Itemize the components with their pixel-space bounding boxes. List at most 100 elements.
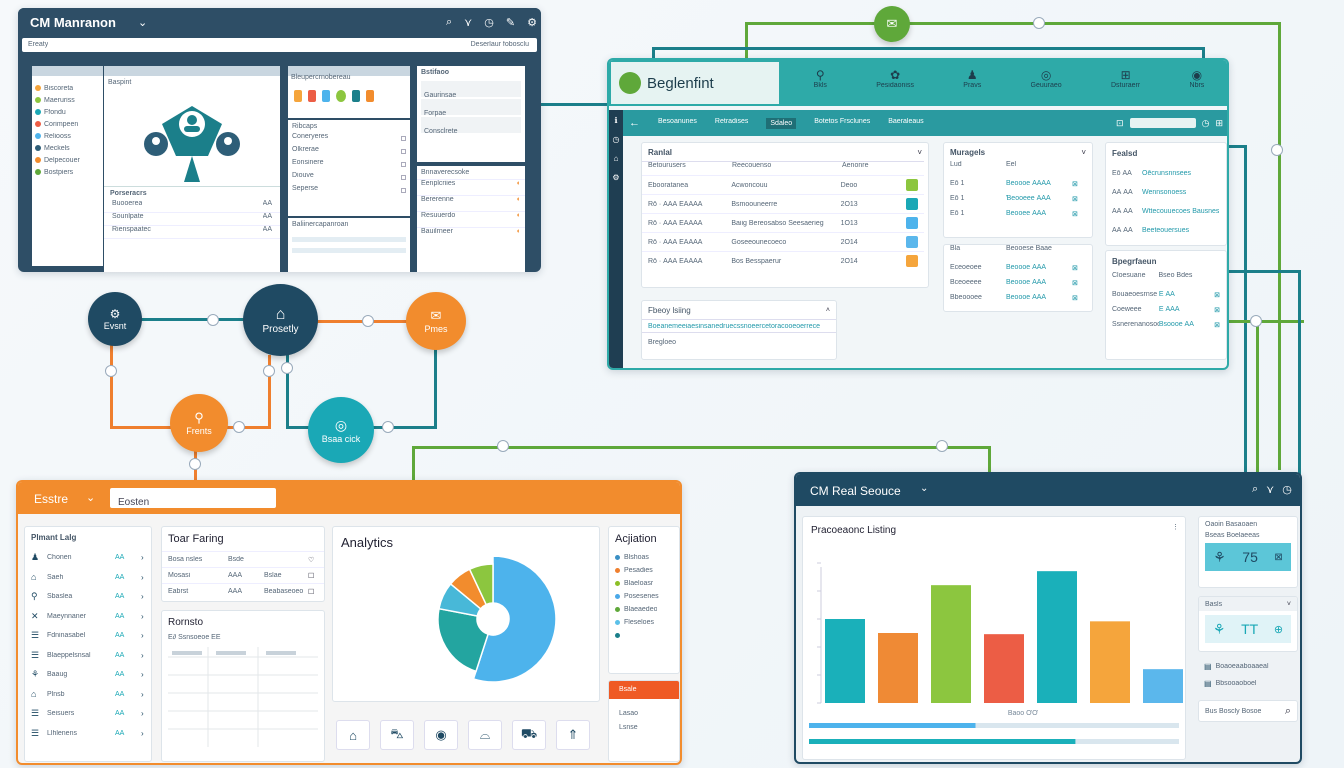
main-table-row[interactable]: Rō · ĀĀĀ ÉĀĀĀĀ Bos Besspaerur 2Ō14 <box>642 251 924 270</box>
row-status-icon[interactable] <box>906 255 918 267</box>
far-right-low-row[interactable]: Bererenne ◐ <box>417 195 525 211</box>
right-mid-row[interactable]: Olkrerae <box>288 146 410 159</box>
tab[interactable]: Botetos Frsclunes <box>814 117 871 125</box>
aviation-item[interactable]: Bĺshoas <box>609 551 679 564</box>
crm-sidebar-item[interactable]: Reliooss <box>32 130 103 142</box>
orange-button[interactable]: Bsale <box>609 681 679 699</box>
right-mid-row[interactable]: Coneryeres <box>288 133 410 146</box>
row-action-icon[interactable]: ⊠ <box>1072 195 1078 203</box>
aviation-item[interactable] <box>609 629 679 642</box>
filter-icon[interactable]: ⋎ <box>464 17 473 29</box>
chevron-right-icon[interactable]: › <box>141 709 144 719</box>
top-mail-node[interactable]: ✉ <box>874 6 910 42</box>
crm-sidebar-item[interactable]: Biscoreta <box>32 82 103 94</box>
rail-gear-icon[interactable]: ⚙ <box>612 173 620 182</box>
far-right-low-row[interactable]: Bauilrneer ◐ <box>417 227 525 243</box>
row-action-icon[interactable]: ⊠ <box>1072 210 1078 218</box>
tour-row[interactable]: Mosasi ĀĀĀ Bslae ☐ <box>162 567 324 583</box>
main-table-row[interactable]: Rō · ĀĀĀ ÉĀĀĀĀ Bsmoouneerre 2Ō13 <box>642 194 924 213</box>
pie-slice[interactable] <box>468 563 494 606</box>
row-action-icon[interactable]: ⊠ <box>1072 294 1078 302</box>
bar[interactable] <box>984 634 1024 703</box>
top-nav-item[interactable]: ◉ Nbrs <box>1190 68 1205 104</box>
managers2-row[interactable]: Bbeoooee Beoooe ĀĀĀ ⊠ <box>944 290 1092 305</box>
row-toggle-icon[interactable]: ◐ <box>516 196 521 203</box>
estate-search-input[interactable]: Eosten <box>110 488 276 508</box>
bar[interactable] <box>1037 571 1077 703</box>
frents-node[interactable]: ⚲ Frents <box>170 394 228 452</box>
bar[interactable] <box>931 585 971 703</box>
managers-row[interactable]: Ēō 1 Beoooe ĀĀĀĀ ⊠ <box>944 176 1092 191</box>
tab[interactable]: Retradises <box>714 117 749 125</box>
row-action-icon[interactable]: ⊠ <box>1214 321 1220 329</box>
chevron-right-icon[interactable]: › <box>141 689 144 699</box>
aviation-item[interactable]: Blaeaedeo <box>609 603 679 616</box>
title-chevron-down-icon[interactable]: ⌄ <box>138 17 148 29</box>
row-action-icon[interactable]: ⊠ <box>1072 180 1078 188</box>
top-nav-item[interactable]: ⊞ Dsturaerr <box>1111 68 1140 104</box>
center-row[interactable]: Rienspaatec ĀĀ <box>104 226 280 239</box>
chevron-right-icon[interactable]: › <box>141 650 144 660</box>
far-right-row[interactable]: Gaurinsae <box>421 81 521 99</box>
clock-icon[interactable]: ◷ <box>1282 484 1292 496</box>
right-mid-row[interactable]: Seperse <box>288 185 410 198</box>
chevron-right-icon[interactable]: › <box>141 553 144 563</box>
heart-icon[interactable]: ♡ <box>308 556 315 564</box>
main-card-chevron-icon[interactable]: ˅ <box>917 147 922 157</box>
row-checkbox-icon[interactable] <box>401 175 406 180</box>
row-checkbox-icon[interactable] <box>401 188 406 193</box>
row-checkbox-icon[interactable]: ☐ <box>308 588 315 596</box>
fealsd-row[interactable]: ĀĀ ĀĀ Beeteouersues <box>1106 221 1226 240</box>
top-nav-item[interactable]: ⚲ Bkls <box>814 68 827 104</box>
tab[interactable]: Sdaleo <box>766 117 797 129</box>
filter-icon[interactable]: ⋎ <box>1266 484 1275 496</box>
side-row[interactable]: Lasao <box>619 710 639 717</box>
top-nav-item[interactable]: ♟ Pravs <box>963 68 981 104</box>
row-action-icon[interactable]: ⊠ <box>1072 279 1078 287</box>
pie-slice[interactable] <box>472 557 557 683</box>
side-foot-row[interactable]: ▤ Boaoeaaboaaeal <box>1204 658 1298 675</box>
fealsd-row[interactable]: ĀĀ ĀĀ Wttecouuecoes Bausnes <box>1106 202 1226 221</box>
estate-title-chevron-icon[interactable]: ⌄ <box>86 492 96 504</box>
tab[interactable]: Baeraleaus <box>888 117 924 125</box>
clock-icon[interactable]: ◷ <box>1201 117 1210 128</box>
crm-sidebar-item[interactable]: Meckels <box>32 142 103 154</box>
right-mid-row[interactable]: Eonsinere <box>288 159 410 172</box>
settings-icon[interactable]: ⚙ <box>527 17 537 29</box>
clock-icon[interactable]: ◷ <box>484 17 494 29</box>
bpegrfaeun-row[interactable]: Coeweee Ē ĀĀĀ ⊠ <box>1106 302 1226 317</box>
row-action-icon[interactable]: ⊠ <box>1072 264 1078 272</box>
coin-button[interactable]: ◉ <box>424 720 458 750</box>
fealsd-row[interactable]: Ēō ĀĀ Oēcrunsnnsees <box>1106 164 1226 183</box>
far-right-low-row[interactable]: Resuuerdo ◐ <box>417 211 525 227</box>
rail-home-icon[interactable]: ⌂ <box>613 154 619 163</box>
row-action-icon[interactable]: ⊠ <box>1214 291 1220 299</box>
tour-row[interactable]: Bosa nsles Bsde ♡ <box>162 551 324 567</box>
row-toggle-icon[interactable]: ◐ <box>516 212 521 219</box>
side-foot-row[interactable]: ▤ Bbsooaoboel <box>1204 675 1298 692</box>
crm-sidebar-item[interactable]: Maeruriss <box>32 94 103 106</box>
main-table-row[interactable]: Rō · ĀĀĀ ÉĀĀĀĀ Goseeounecoeco 2Ō14 <box>642 232 924 251</box>
row-toggle-icon[interactable]: ◐ <box>516 180 521 187</box>
managers-row[interactable]: Ēō 1 Beooee ĀĀĀ ⊠ <box>944 206 1092 221</box>
plant-list-item[interactable]: ⚘ Baaug ĀĀ › <box>25 665 151 685</box>
far-right-row[interactable]: Forpae <box>421 99 521 117</box>
rail-info-icon[interactable]: ℹ <box>614 116 618 125</box>
back-arrow-icon[interactable]: ← <box>629 117 640 129</box>
crm-sidebar-item[interactable]: Delpecouer <box>32 154 103 166</box>
bpegrfaeun-row[interactable]: SsnerenanosocsBsoooe ĀĀ ⊠ <box>1106 317 1226 332</box>
rail-clock-icon[interactable]: ◷ <box>612 135 620 144</box>
edit-icon[interactable]: ✎ <box>505 17 516 29</box>
logo-block[interactable]: Beglenfint <box>611 62 779 104</box>
center-row[interactable]: Sounlpate ĀĀ <box>104 213 280 226</box>
top-nav-item[interactable]: ◎ Geuuraeo <box>1031 68 1062 104</box>
row-checkbox-icon[interactable] <box>401 149 406 154</box>
pie-slice[interactable] <box>437 607 490 673</box>
crm-sidebar-item[interactable]: Bostpiers <box>32 166 103 178</box>
property-node[interactable]: ⌂ Prosetly <box>243 284 318 356</box>
row-action-icon[interactable]: ⊠ <box>1214 306 1220 314</box>
aviation-item[interactable]: Pesadies <box>609 564 679 577</box>
plant-list-item[interactable]: ☰ Blaeppelsnsal ĀĀ › <box>25 646 151 666</box>
chevron-right-icon[interactable]: › <box>141 592 144 602</box>
side-search[interactable]: Bus Boscly Bosoe ⌕ <box>1198 700 1298 722</box>
